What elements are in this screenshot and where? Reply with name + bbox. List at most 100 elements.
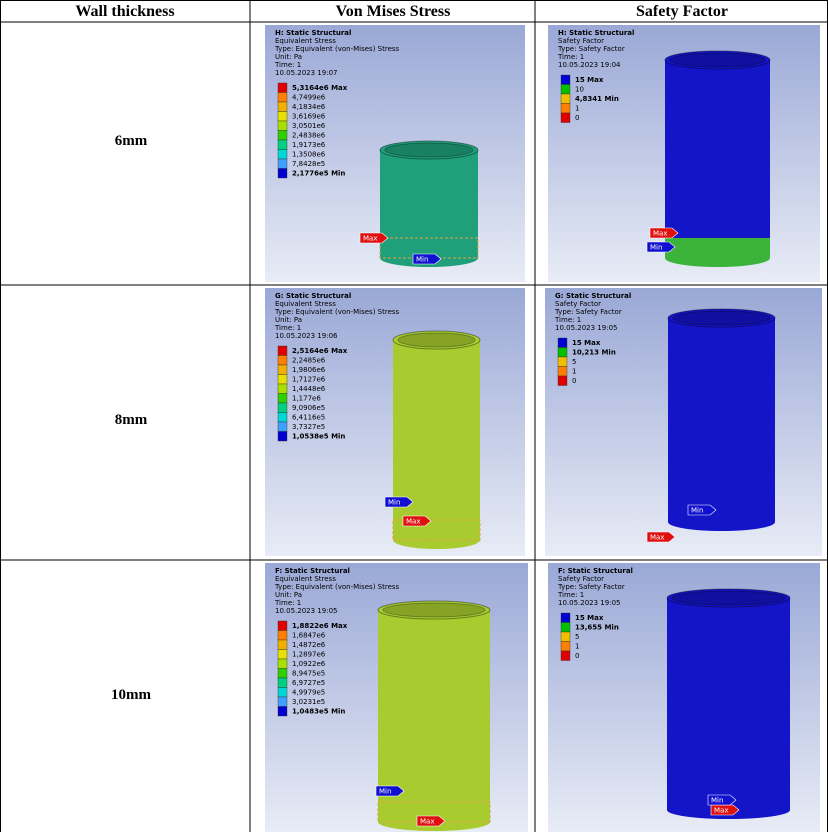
tag-marker [687,504,717,516]
legend-label: 1,0922e6 [292,660,326,668]
cylinder-body [668,318,775,522]
cylinder-bore [384,142,474,158]
result-header: Type: Equivalent (von-Mises) Stress [274,583,400,591]
tag-label: Max [420,818,434,826]
legend-swatch [560,641,571,652]
result-header: Type: Safety Factor [554,308,622,316]
legend-label: 3,0231e5 [292,698,325,706]
result-header: Safety Factor [558,37,604,45]
legend-label: 5 [575,633,579,641]
result-header: Time: 1 [274,61,301,69]
result-header: F: Static Structural [558,567,633,575]
legend-swatch [277,421,288,432]
legend-label: 2,4838e6 [292,132,326,140]
legend-swatch [277,111,288,122]
cylinder-body [393,340,480,540]
result-header: Time: 1 [557,591,584,599]
legend-label: 7,8428e5 [292,160,325,168]
legend-swatch [277,168,288,179]
legend-label: 1,7127e6 [292,376,326,384]
result-header: Type: Safety Factor [557,45,625,53]
legend-label: 6,9727e5 [292,679,325,687]
legend-swatch [557,356,568,367]
result-header: Unit: Pa [275,53,302,61]
legend-label: 1,4448e6 [292,385,326,393]
legend-label: 3,7327e5 [292,423,325,431]
legend-label: 0 [575,652,579,660]
legend-swatch [277,120,288,131]
cylinder-bore [672,310,771,326]
legend-swatch [557,337,568,348]
cylinder-band [665,238,770,258]
column-header: Wall thickness [75,3,174,20]
legend-swatch [277,706,288,717]
legend-label: 1,9173e6 [292,141,326,149]
cylinder-bore [382,602,486,618]
legend-swatch [277,658,288,669]
result-header: Unit: Pa [275,591,302,599]
legend-label: 4,8341 Min [575,95,619,103]
legend-label: 15 Max [575,614,604,622]
legend-swatch [277,101,288,112]
result-header: Equivalent Stress [275,575,336,583]
legend-label: 1 [575,643,579,651]
tag-marker [707,794,737,806]
result-header: Time: 1 [554,316,581,324]
legend-swatch [560,103,571,114]
legend-swatch [277,82,288,93]
tag-marker [649,227,679,239]
legend-swatch [277,412,288,423]
tag-label: Max [714,807,728,815]
legend-swatch [277,696,288,707]
legend-swatch [277,149,288,160]
legend-swatch [277,355,288,366]
tag-label: Max [363,235,377,243]
legend-swatch [277,158,288,169]
row-label: 10mm [111,687,151,703]
legend-label: 4,1834e6 [292,103,326,111]
tag-label: Min [388,499,400,507]
legend-label: 4,9979e5 [292,689,325,697]
legend-swatch [277,374,288,385]
result-header: H: Static Structural [275,29,351,37]
legend-label: 15 Max [572,339,601,347]
legend-label: 0 [575,114,579,122]
tag-label: Min [650,244,662,252]
tag-marker [384,496,414,508]
result-header: F: Static Structural [275,567,350,575]
legend-swatch [560,622,571,633]
tag-label: Min [711,797,723,805]
legend-swatch [277,139,288,150]
cylinder-bore [669,52,766,68]
tag-label: Max [653,230,667,238]
tag-label: Max [650,534,664,542]
legend-label: 5 [572,358,576,366]
cylinder-bottom [668,513,775,531]
legend-swatch [277,630,288,641]
legend-label: 1,2897e6 [292,651,326,659]
result-header: 10.05.2023 19:05 [555,324,617,332]
tag-marker [646,531,676,543]
legend-swatch [277,687,288,698]
legend-swatch [560,631,571,642]
legend-label: 1,9806e6 [292,366,326,374]
result-header: Time: 1 [274,324,301,332]
legend-label: 3,6169e6 [292,113,326,121]
legend-swatch [277,402,288,413]
result-header: 10.05.2023 19:05 [558,599,620,607]
tag-marker [375,785,405,797]
legend-label: 2,1776e5 Min [292,170,345,178]
legend-swatch [277,639,288,650]
column-header: Von Mises Stress [336,3,451,20]
legend-label: 1,177e6 [292,395,321,403]
tag-label: Max [406,518,420,526]
legend-label: 3,0501e6 [292,122,326,130]
legend-swatch [560,612,571,623]
legend-label: 1 [575,105,579,113]
tag-marker [646,241,676,253]
legend-label: 1,0538e5 Min [292,433,345,441]
legend-swatch [277,620,288,631]
legend-label: 10,213 Min [572,349,616,357]
legend-label: 1,6847e6 [292,632,326,640]
result-header: Safety Factor [555,300,601,308]
